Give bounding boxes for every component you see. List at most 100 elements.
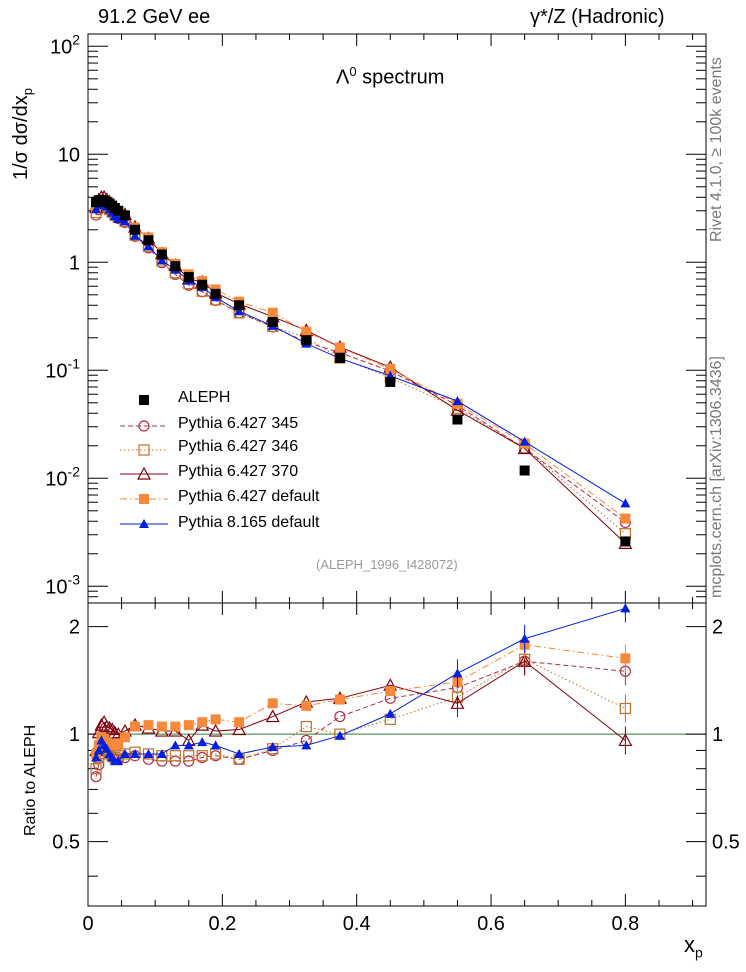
main-y-axis-text: 1/σ dσ/dx (10, 95, 32, 180)
ratio-data-point (113, 756, 124, 766)
aleph-data-point (452, 414, 463, 425)
main-data-point (113, 213, 124, 223)
legend-marker (139, 519, 149, 528)
ratio-frame-rect (87, 602, 707, 907)
legend-marker (138, 444, 150, 456)
main-series-3 (89, 189, 633, 549)
ratio-data-point (99, 719, 114, 733)
ratio-data-point (267, 742, 278, 752)
main-data-point (156, 255, 167, 265)
ratio-series-line (95, 658, 626, 769)
ratio-data-point (143, 720, 154, 731)
main-data-point (143, 241, 154, 251)
ratio-series-2 (90, 645, 631, 775)
process-label: 91.2 GeV ee (98, 6, 211, 28)
main-series-line (95, 200, 626, 519)
ratio-data-point (169, 750, 181, 762)
main-data-point (334, 342, 345, 353)
ratio-data-point (183, 750, 195, 762)
ratio-data-point (385, 686, 396, 697)
main-y-axis-sub: p (20, 88, 35, 96)
ratio-panel-frame (87, 602, 707, 907)
analysis-watermark: (ALEPH_1996_I428072) (316, 557, 458, 572)
ratio-data-point (619, 702, 631, 715)
aleph-data-point (183, 272, 194, 283)
mcplots-label: mcplots.cern.ch [arXiv:1306.3436] (708, 356, 725, 598)
legend-entry-pythia6-370: Pythia 6.427 370 (178, 463, 299, 480)
ratio-data-point (265, 709, 280, 723)
ratio-data-point (519, 633, 530, 643)
axis-ticks (87, 34, 706, 906)
ratio-data-point (334, 710, 346, 723)
ratio-data-point (90, 771, 102, 783)
main-series-2 (90, 198, 631, 540)
ratio-data-point (210, 714, 221, 725)
x-tick-label: 0.4 (343, 913, 371, 935)
aleph-data-point (267, 316, 278, 327)
ratio-data-point (156, 721, 167, 732)
ratio-data-point (143, 748, 154, 758)
ratio-data-point (93, 745, 104, 755)
ratio-series-4 (91, 630, 631, 759)
x-tick-label: 0.8 (611, 913, 639, 935)
ratio-series-5 (91, 594, 631, 766)
ratio-data-point (102, 720, 117, 734)
aleph-data-point (156, 249, 167, 260)
aleph-data-point (119, 210, 130, 221)
ratio-data-point (210, 740, 221, 750)
main-series-1 (90, 198, 631, 529)
ratio-data-point (334, 730, 345, 740)
ratio-data-point (183, 720, 194, 731)
legend-entry-pythia6-346: Pythia 6.427 346 (178, 438, 299, 455)
ratio-series-1 (90, 647, 631, 783)
x-axis-label: xp (684, 932, 703, 960)
y-tick-label: 10 (58, 144, 80, 166)
x-tick-label: 0.6 (477, 913, 505, 935)
ratio-data-point (93, 740, 104, 751)
main-data-point (301, 326, 312, 337)
ratio-tick-label-right: 1 (712, 724, 723, 746)
ratio-tick-label: 0.5 (52, 832, 80, 854)
y-tick-label: 10-1 (45, 355, 80, 382)
legend-marker (139, 494, 149, 504)
plot-title: Λ0 spectrum (336, 64, 444, 90)
ratio-data-point (208, 723, 223, 737)
ratio-data-point (450, 696, 465, 709)
ratio-data-point (301, 700, 312, 711)
x-axis-sub: p (695, 944, 703, 961)
ratio-data-point (90, 763, 102, 775)
main-data-point (267, 307, 278, 318)
main-data-point (130, 230, 141, 240)
main-series-4 (91, 195, 631, 524)
ratio-y-axis-label: Ratio to ALEPH (22, 724, 39, 836)
ratio-data-point (156, 748, 167, 758)
ratio-data-point (170, 721, 181, 732)
ratio-series-line (95, 660, 626, 751)
ratio-data-point (618, 733, 633, 747)
ratio-data-point (130, 748, 141, 758)
legend-entry-pythia6-default: Pythia 6.427 default (178, 488, 320, 505)
legend-entry-pythia6-345: Pythia 6.427 345 (178, 415, 299, 432)
legend-entry-aleph: ALEPH (178, 389, 231, 406)
ratio-series-group (89, 594, 633, 783)
main-series-aleph (91, 194, 631, 547)
main-data-point (452, 396, 463, 406)
ratio-data-point (197, 717, 208, 728)
ratio-tick-label: 1 (69, 724, 80, 746)
ratio-data-point (91, 752, 102, 762)
legend-marker (136, 466, 152, 480)
rivet-version-label: Rivet 4.1.0, ≥ 100k events (708, 57, 725, 242)
ratio-tick-label-right: 0.5 (712, 832, 740, 854)
tick-labels: 0 0.2 0.4 0.6 0.8 102 10 1 10-1 10-2 10-3 2 2 1 1 0.5 0.… (45, 31, 740, 935)
main-data-point (385, 363, 396, 374)
main-series-line (95, 203, 626, 523)
aleph-data-point (334, 352, 345, 363)
main-data-point (620, 498, 631, 508)
ratio-data-point (107, 725, 122, 739)
ratio-data-point (334, 694, 345, 705)
ratio-data-point (267, 698, 278, 709)
ratio-series-line (95, 607, 626, 762)
aleph-data-point (385, 376, 396, 387)
main-series-5 (91, 196, 631, 508)
